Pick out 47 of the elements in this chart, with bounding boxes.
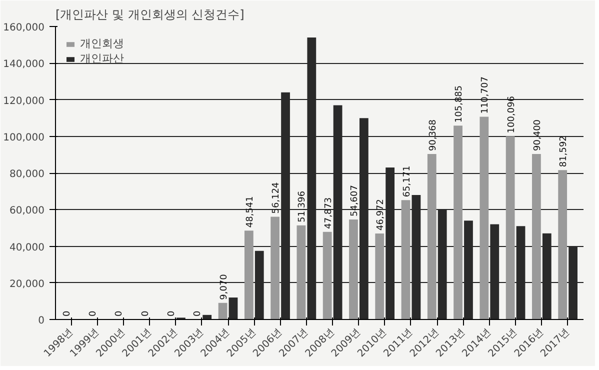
chart-title: [개인파산 및 개인회생의 신청건수]	[56, 8, 244, 22]
data-label: 100,096	[506, 96, 517, 134]
legend-label: 개인회생	[80, 36, 124, 51]
data-label: 0	[140, 310, 151, 316]
y-tick-label: 40,000	[10, 242, 45, 254]
data-label: 65,171	[402, 166, 412, 198]
bar	[480, 116, 489, 320]
legend-label: 개인파산	[80, 51, 124, 66]
y-tick-label: 120,000	[3, 96, 45, 107]
data-label: 56,124	[272, 182, 282, 214]
data-label: 110,707	[480, 76, 491, 114]
y-tick-label: 20,000	[10, 278, 45, 290]
bar	[401, 200, 410, 320]
data-label: 51,396	[298, 190, 308, 222]
bar	[454, 126, 462, 320]
y-tick-label: 0	[38, 316, 45, 326]
y-tick-label: 60,000	[10, 206, 45, 217]
bar	[506, 136, 515, 320]
data-label: 105,885	[454, 85, 465, 123]
data-label: 0	[62, 310, 72, 316]
data-label: 90,368	[428, 119, 438, 152]
y-tick-label: 80,000	[10, 169, 45, 180]
data-label: 48,541	[245, 196, 256, 228]
y-tick-label: 140,000	[3, 59, 45, 70]
bar	[558, 170, 568, 320]
data-label: 0	[167, 310, 178, 316]
data-label: 0	[88, 310, 99, 316]
data-label: 0	[193, 310, 204, 316]
data-label: 46,972	[376, 198, 386, 230]
data-label: 81,592	[559, 136, 570, 168]
y-tick-label: 100,000	[3, 132, 45, 144]
bar	[322, 232, 332, 320]
bar	[270, 216, 280, 320]
bar	[296, 225, 306, 320]
data-label: 54,607	[350, 185, 360, 216]
data-label: 0	[114, 310, 125, 316]
bar	[244, 230, 254, 320]
bar	[375, 233, 384, 320]
data-label: 47,873	[324, 197, 334, 229]
bar	[228, 298, 238, 320]
y-tick-label: 160,000	[3, 22, 45, 34]
data-label: 9,070	[219, 274, 230, 300]
bar	[218, 302, 228, 320]
bar	[427, 154, 436, 320]
bar	[532, 154, 541, 320]
data-label: 90,400	[532, 119, 543, 151]
bar	[349, 220, 358, 320]
